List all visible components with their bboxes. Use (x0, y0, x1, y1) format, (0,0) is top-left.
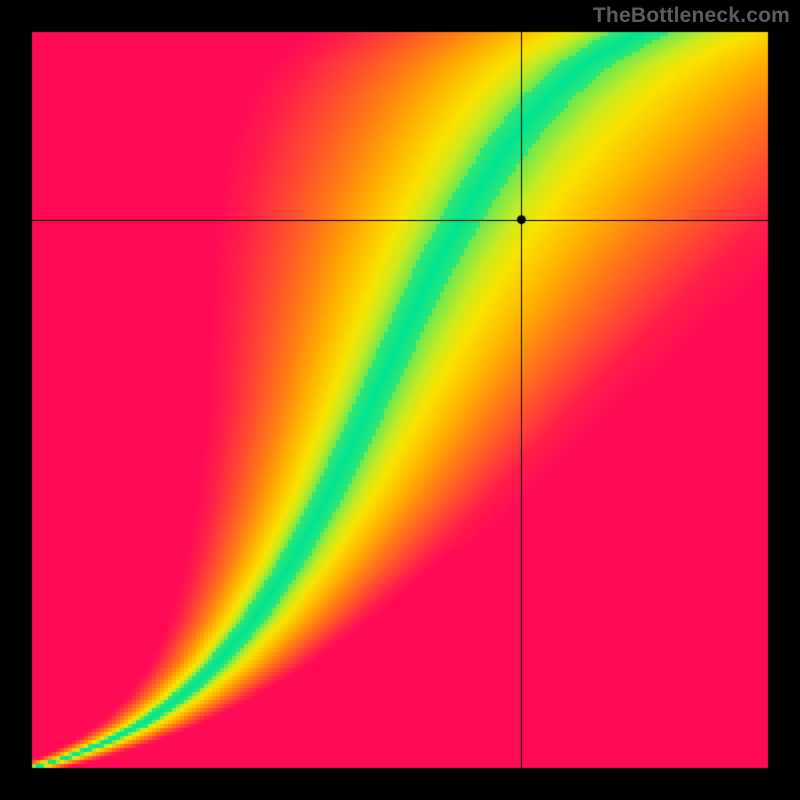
bottleneck-heatmap (0, 0, 800, 800)
watermark-text: TheBottleneck.com (593, 4, 790, 28)
